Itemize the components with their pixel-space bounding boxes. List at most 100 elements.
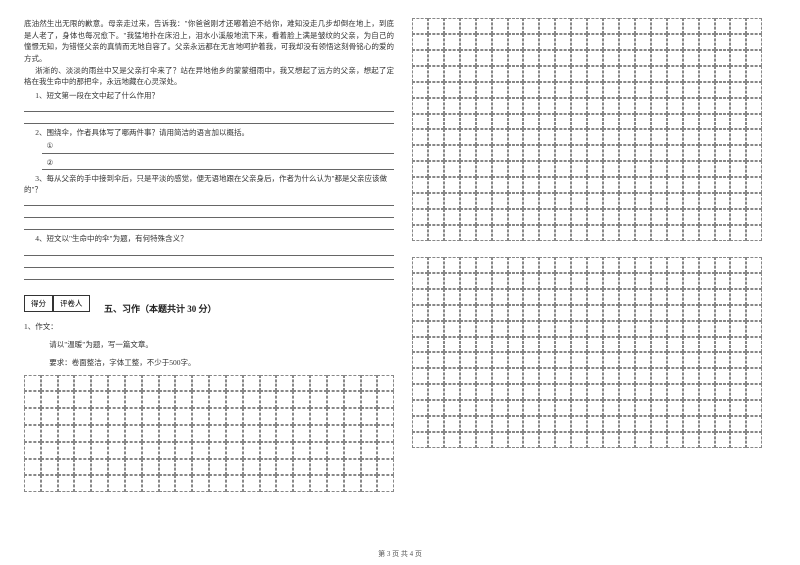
grid-cell[interactable] xyxy=(571,273,587,289)
grid-cell[interactable] xyxy=(555,50,571,66)
grid-cell[interactable] xyxy=(651,209,667,225)
grid-cell[interactable] xyxy=(108,425,125,442)
grid-cell[interactable] xyxy=(555,337,571,353)
grid-cell[interactable] xyxy=(428,145,444,161)
grid-cell[interactable] xyxy=(603,289,619,305)
grid-cell[interactable] xyxy=(444,432,460,448)
grid-cell[interactable] xyxy=(444,177,460,193)
answer-line[interactable] xyxy=(24,270,394,280)
grid-cell[interactable] xyxy=(444,225,460,241)
grid-cell[interactable] xyxy=(651,273,667,289)
grid-cell[interactable] xyxy=(41,375,58,392)
grid-cell[interactable] xyxy=(667,114,683,130)
grid-cell[interactable] xyxy=(571,34,587,50)
grid-cell[interactable] xyxy=(344,375,361,392)
grid-cell[interactable] xyxy=(603,273,619,289)
grid-cell[interactable] xyxy=(192,459,209,476)
grid-cell[interactable] xyxy=(667,400,683,416)
grid-cell[interactable] xyxy=(746,289,762,305)
grid-cell[interactable] xyxy=(683,161,699,177)
grid-cell[interactable] xyxy=(492,98,508,114)
grid-cell[interactable] xyxy=(667,98,683,114)
grid-cell[interactable] xyxy=(428,18,444,34)
grid-cell[interactable] xyxy=(730,161,746,177)
grid-cell[interactable] xyxy=(699,352,715,368)
grid-cell[interactable] xyxy=(428,352,444,368)
grid-cell[interactable] xyxy=(243,442,260,459)
grid-cell[interactable] xyxy=(635,145,651,161)
grid-cell[interactable] xyxy=(555,225,571,241)
grid-cell[interactable] xyxy=(508,432,524,448)
grid-cell[interactable] xyxy=(192,375,209,392)
grid-cell[interactable] xyxy=(651,384,667,400)
grid-cell[interactable] xyxy=(683,50,699,66)
grid-cell[interactable] xyxy=(412,289,428,305)
grid-cell[interactable] xyxy=(619,50,635,66)
grid-cell[interactable] xyxy=(159,425,176,442)
answer-line[interactable] xyxy=(24,102,394,112)
grid-cell[interactable] xyxy=(74,475,91,492)
grid-cell[interactable] xyxy=(243,459,260,476)
grid-cell[interactable] xyxy=(715,225,731,241)
grid-cell[interactable] xyxy=(667,321,683,337)
grid-cell[interactable] xyxy=(412,352,428,368)
grid-cell[interactable] xyxy=(361,442,378,459)
grid-cell[interactable] xyxy=(587,225,603,241)
grid-cell[interactable] xyxy=(683,273,699,289)
grid-cell[interactable] xyxy=(715,368,731,384)
grid-cell[interactable] xyxy=(276,459,293,476)
grid-cell[interactable] xyxy=(651,321,667,337)
grid-cell[interactable] xyxy=(492,432,508,448)
grid-cell[interactable] xyxy=(571,161,587,177)
grid-cell[interactable] xyxy=(412,432,428,448)
grid-cell[interactable] xyxy=(746,98,762,114)
grid-cell[interactable] xyxy=(508,114,524,130)
grid-cell[interactable] xyxy=(539,305,555,321)
grid-cell[interactable] xyxy=(555,193,571,209)
grid-cell[interactable] xyxy=(24,475,41,492)
grid-cell[interactable] xyxy=(603,209,619,225)
grid-cell[interactable] xyxy=(125,459,142,476)
grid-cell[interactable] xyxy=(635,352,651,368)
grid-cell[interactable] xyxy=(523,193,539,209)
grid-cell[interactable] xyxy=(175,459,192,476)
grid-cell[interactable] xyxy=(508,18,524,34)
grid-cell[interactable] xyxy=(428,384,444,400)
grid-cell[interactable] xyxy=(539,18,555,34)
grid-cell[interactable] xyxy=(41,391,58,408)
grid-cell[interactable] xyxy=(508,225,524,241)
grid-cell[interactable] xyxy=(683,225,699,241)
grid-cell[interactable] xyxy=(571,368,587,384)
grid-cell[interactable] xyxy=(125,442,142,459)
grid-cell[interactable] xyxy=(492,209,508,225)
grid-cell[interactable] xyxy=(683,193,699,209)
grid-cell[interactable] xyxy=(539,289,555,305)
grid-cell[interactable] xyxy=(58,475,75,492)
grid-cell[interactable] xyxy=(571,225,587,241)
grid-cell[interactable] xyxy=(587,114,603,130)
grid-cell[interactable] xyxy=(293,425,310,442)
grid-cell[interactable] xyxy=(377,442,394,459)
grid-cell[interactable] xyxy=(108,391,125,408)
grid-cell[interactable] xyxy=(344,442,361,459)
grid-cell[interactable] xyxy=(460,18,476,34)
grid-cell[interactable] xyxy=(746,273,762,289)
grid-cell[interactable] xyxy=(310,442,327,459)
grid-cell[interactable] xyxy=(310,425,327,442)
grid-cell[interactable] xyxy=(377,391,394,408)
grid-cell[interactable] xyxy=(667,34,683,50)
grid-cell[interactable] xyxy=(539,257,555,273)
grid-cell[interactable] xyxy=(412,98,428,114)
grid-cell[interactable] xyxy=(746,18,762,34)
grid-cell[interactable] xyxy=(508,321,524,337)
answer-line[interactable] xyxy=(24,220,394,230)
grid-cell[interactable] xyxy=(635,416,651,432)
grid-cell[interactable] xyxy=(603,114,619,130)
grid-cell[interactable] xyxy=(715,177,731,193)
grid-cell[interactable] xyxy=(715,66,731,82)
grid-cell[interactable] xyxy=(175,425,192,442)
grid-cell[interactable] xyxy=(619,34,635,50)
grid-cell[interactable] xyxy=(58,459,75,476)
grid-cell[interactable] xyxy=(91,475,108,492)
grid-cell[interactable] xyxy=(683,82,699,98)
